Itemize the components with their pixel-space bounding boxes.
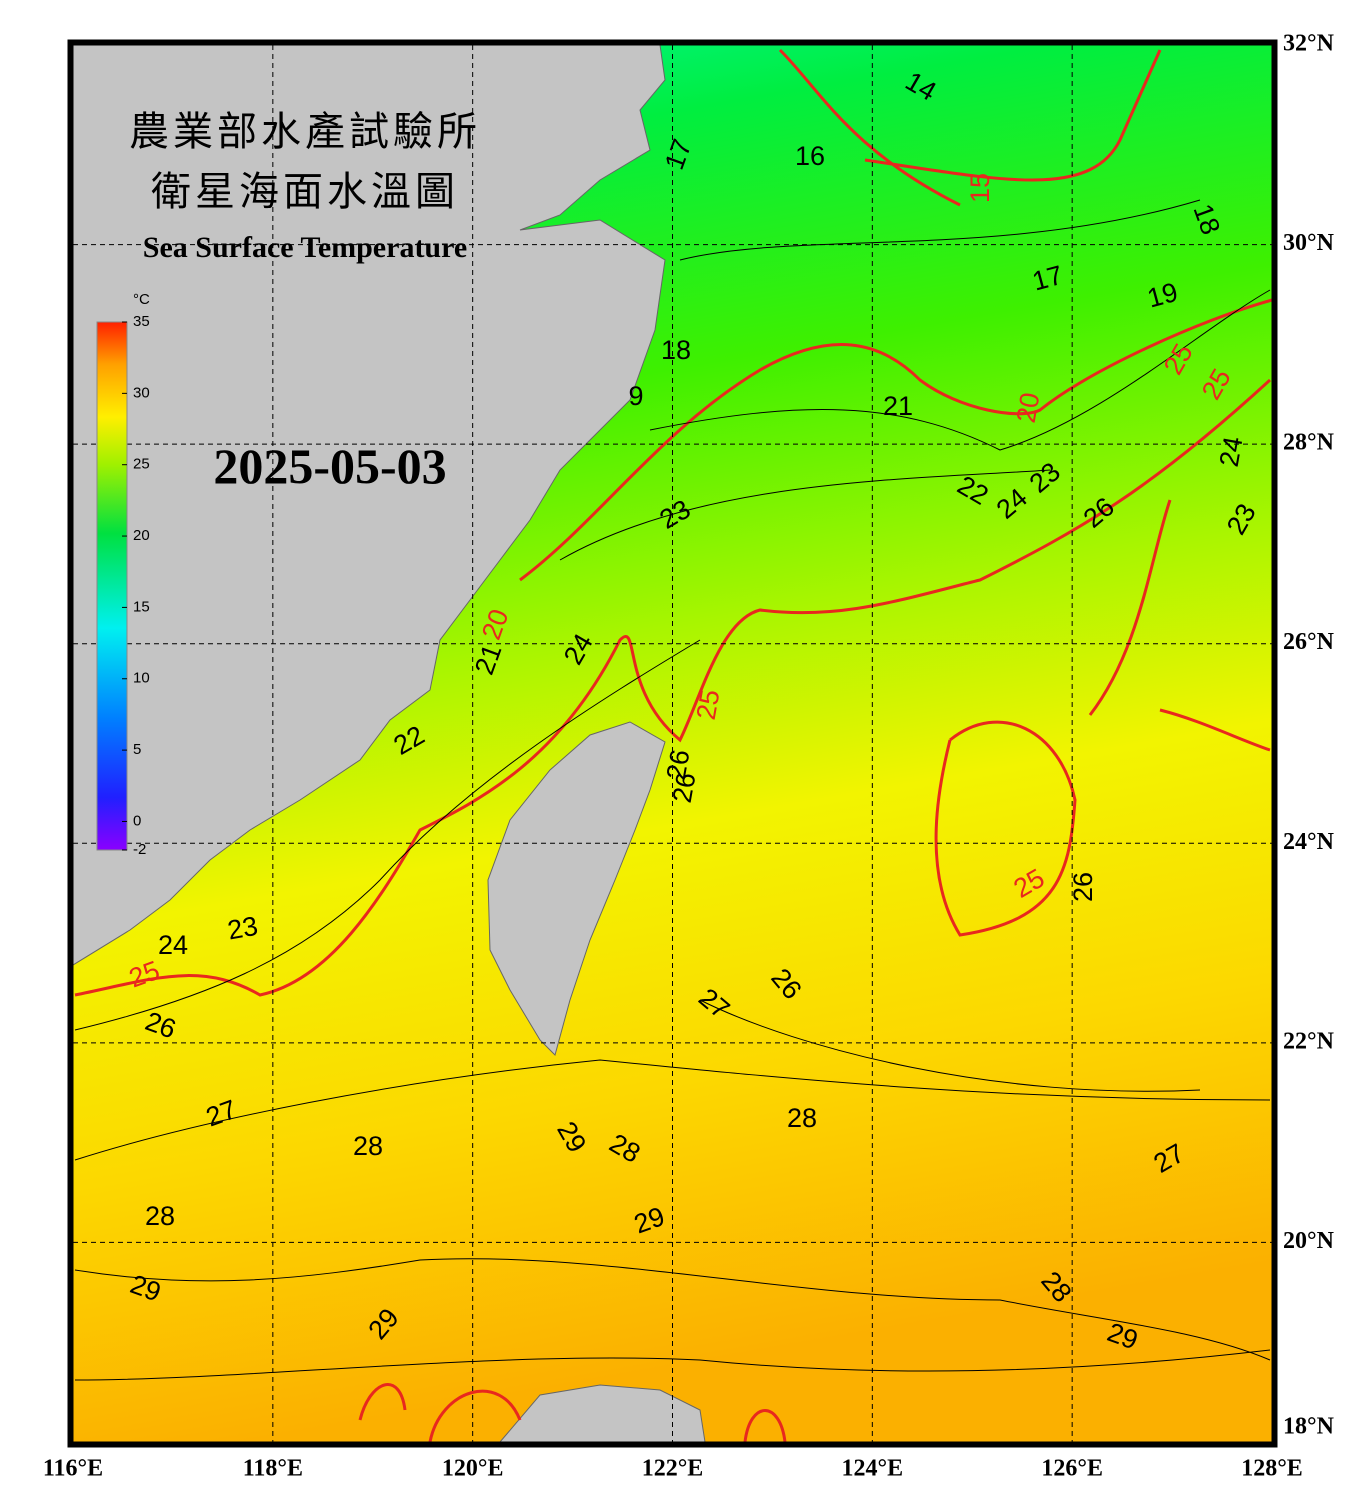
taiwan	[487, 721, 666, 1056]
colorbar-tick-label: 35	[133, 313, 150, 330]
y-tick-label: 30°N	[1283, 230, 1335, 256]
contour-label: 16	[795, 141, 825, 171]
contour-label: 25	[691, 687, 726, 722]
isotherm	[519, 298, 1272, 582]
contour-label: 9	[628, 381, 643, 411]
colorbar-tick-label: 20	[133, 527, 150, 544]
contour-label: 26	[661, 747, 696, 782]
colorbar-ticks: 35 30 25 20 15 10 5 0 -2	[122, 313, 150, 858]
contour-label: 15	[965, 173, 995, 203]
y-tick-label: 28°N	[1283, 430, 1335, 456]
isotherm	[934, 499, 1271, 937]
contour-label: 24	[1214, 434, 1249, 469]
isotherm	[778, 48, 1162, 207]
frame	[67, 39, 1278, 1448]
contour-label: 20	[1011, 390, 1046, 425]
x-tick-label: 124°E	[842, 1456, 904, 1482]
contour-label: 23	[225, 911, 260, 946]
contour-label: 26	[1068, 872, 1098, 902]
colorbar-unit: °C	[133, 291, 150, 308]
y-tick-label: 22°N	[1283, 1028, 1335, 1054]
contour-label: 21	[883, 391, 913, 421]
title-zh: 農業部水產試驗所	[129, 109, 481, 155]
mainland	[73, 45, 666, 966]
colorbar-tick-label: 5	[133, 741, 141, 758]
y-tick-label: 26°N	[1283, 629, 1335, 655]
graticule	[73, 45, 1272, 1442]
x-tick-label: 120°E	[442, 1456, 504, 1482]
contour-label: 18	[661, 335, 691, 365]
colorbar-tick-label: 10	[133, 670, 150, 687]
isotherm	[74, 199, 1271, 1381]
x-tick-label: 118°E	[243, 1456, 303, 1482]
y-tick-label: 20°N	[1283, 1228, 1335, 1254]
colorbar-tick-label: 30	[133, 384, 150, 401]
colorbar-tick-label: 15	[133, 598, 150, 615]
colorbar	[96, 321, 128, 851]
colorbar-tick-label: 0	[133, 812, 141, 829]
colorbar-tick-label: 25	[133, 456, 150, 473]
contour-label: 24	[158, 930, 188, 960]
contour-label: 28	[353, 1131, 383, 1161]
contour-label: 28	[787, 1103, 817, 1133]
colorbar-tick-label: -2	[133, 841, 146, 858]
y-tick-label: 18°N	[1283, 1414, 1335, 1440]
contour-label: 26	[667, 770, 702, 805]
title-en: Sea Surface Temperature	[143, 231, 467, 264]
luzon	[499, 1384, 706, 1442]
contour-label: 28	[145, 1201, 175, 1231]
title-zh: 衛星海面水溫圖	[151, 169, 459, 215]
y-tick-label: 32°N	[1283, 31, 1335, 57]
date: 2025-05-03	[213, 438, 446, 494]
x-tick-label: 126°E	[1041, 1456, 1103, 1482]
x-tick-label: 116°E	[43, 1456, 103, 1482]
x-tick-label: 128°E	[1241, 1456, 1303, 1482]
isotherm	[74, 378, 1272, 997]
y-tick-label: 24°N	[1283, 829, 1335, 855]
isotherm	[358, 1383, 787, 1442]
x-tick-label: 122°E	[642, 1456, 704, 1482]
